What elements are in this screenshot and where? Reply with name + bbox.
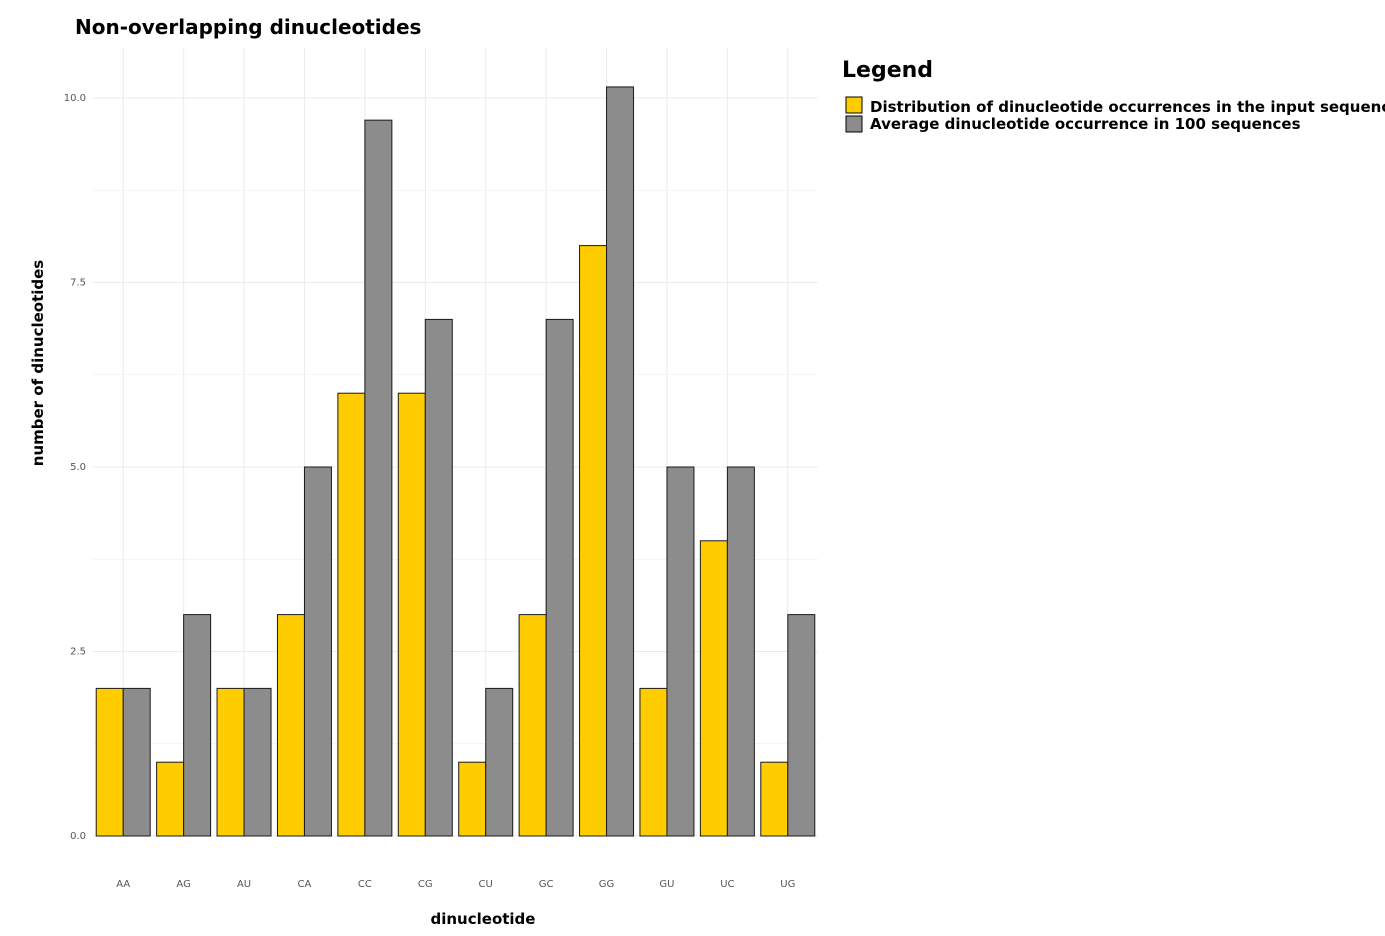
bar-ug-average	[787, 614, 816, 837]
bar-au-input	[216, 687, 245, 837]
bar-gg-input	[579, 245, 608, 837]
y-tick-label: 0.0	[70, 831, 86, 842]
legend-swatch-average	[845, 115, 863, 133]
x-tick-label: AA	[116, 879, 130, 890]
legend-swatch-input	[845, 96, 863, 114]
bar-gc-average	[545, 318, 574, 837]
bar-au-average	[243, 687, 272, 837]
chart-title: Non-overlapping dinucleotides	[75, 15, 421, 39]
bar-uc-input	[699, 540, 728, 837]
bar-ug-input	[760, 761, 789, 837]
legend-label-average: Average dinucleotide occurrence in 100 s…	[870, 115, 1301, 133]
bar-ag-average	[183, 614, 212, 837]
bar-gu-input	[639, 687, 668, 837]
x-tick-label: UC	[720, 879, 734, 890]
x-tick-label: CU	[479, 879, 493, 890]
bar-cu-input	[458, 761, 487, 837]
x-tick-label: AG	[176, 879, 190, 890]
x-tick-label: AU	[237, 879, 251, 890]
bar-gu-average	[666, 466, 695, 837]
bar-cc-average	[364, 119, 393, 837]
bar-gg-average	[606, 86, 635, 837]
x-tick-label: GU	[659, 879, 674, 890]
y-axis-ticks: 0.0 2.5 5.0 7.5 10.0	[64, 93, 86, 842]
x-axis-title: dinucleotide	[431, 910, 536, 928]
bars	[95, 86, 816, 837]
bar-uc-average	[726, 466, 755, 837]
y-tick-label: 5.0	[70, 462, 86, 473]
legend-title: Legend	[842, 58, 933, 83]
bar-aa-average	[122, 687, 151, 837]
x-tick-label: CG	[418, 879, 433, 890]
bar-aa-input	[95, 687, 124, 837]
x-tick-label: CA	[298, 879, 312, 890]
legend-label-input: Distribution of dinucleotide occurrences…	[870, 98, 1385, 116]
x-tick-label: UG	[780, 879, 795, 890]
legend: Legend Distribution of dinucleotide occu…	[842, 58, 1385, 133]
y-axis-title: number of dinucleotides	[29, 260, 47, 467]
y-tick-label: 7.5	[70, 278, 86, 289]
bar-ca-average	[303, 466, 332, 837]
x-tick-label: GG	[599, 879, 615, 890]
y-tick-label: 2.5	[70, 647, 86, 658]
bar-gc-input	[518, 614, 547, 837]
bar-cg-input	[397, 392, 426, 837]
x-tick-label: CC	[358, 879, 372, 890]
x-tick-label: GC	[539, 879, 554, 890]
bar-ca-input	[276, 614, 305, 837]
bar-cc-input	[337, 392, 366, 837]
bar-ag-input	[156, 761, 185, 837]
y-tick-label: 10.0	[64, 93, 86, 104]
x-axis-ticks: AA AG AU CA CC CG CU GC GG GU UC UG	[116, 879, 795, 890]
bar-cu-average	[485, 687, 514, 837]
bar-cg-average	[424, 318, 453, 837]
